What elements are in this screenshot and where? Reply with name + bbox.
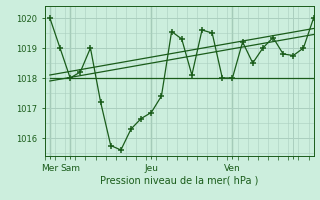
X-axis label: Pression niveau de la mer( hPa ): Pression niveau de la mer( hPa )	[100, 175, 258, 185]
